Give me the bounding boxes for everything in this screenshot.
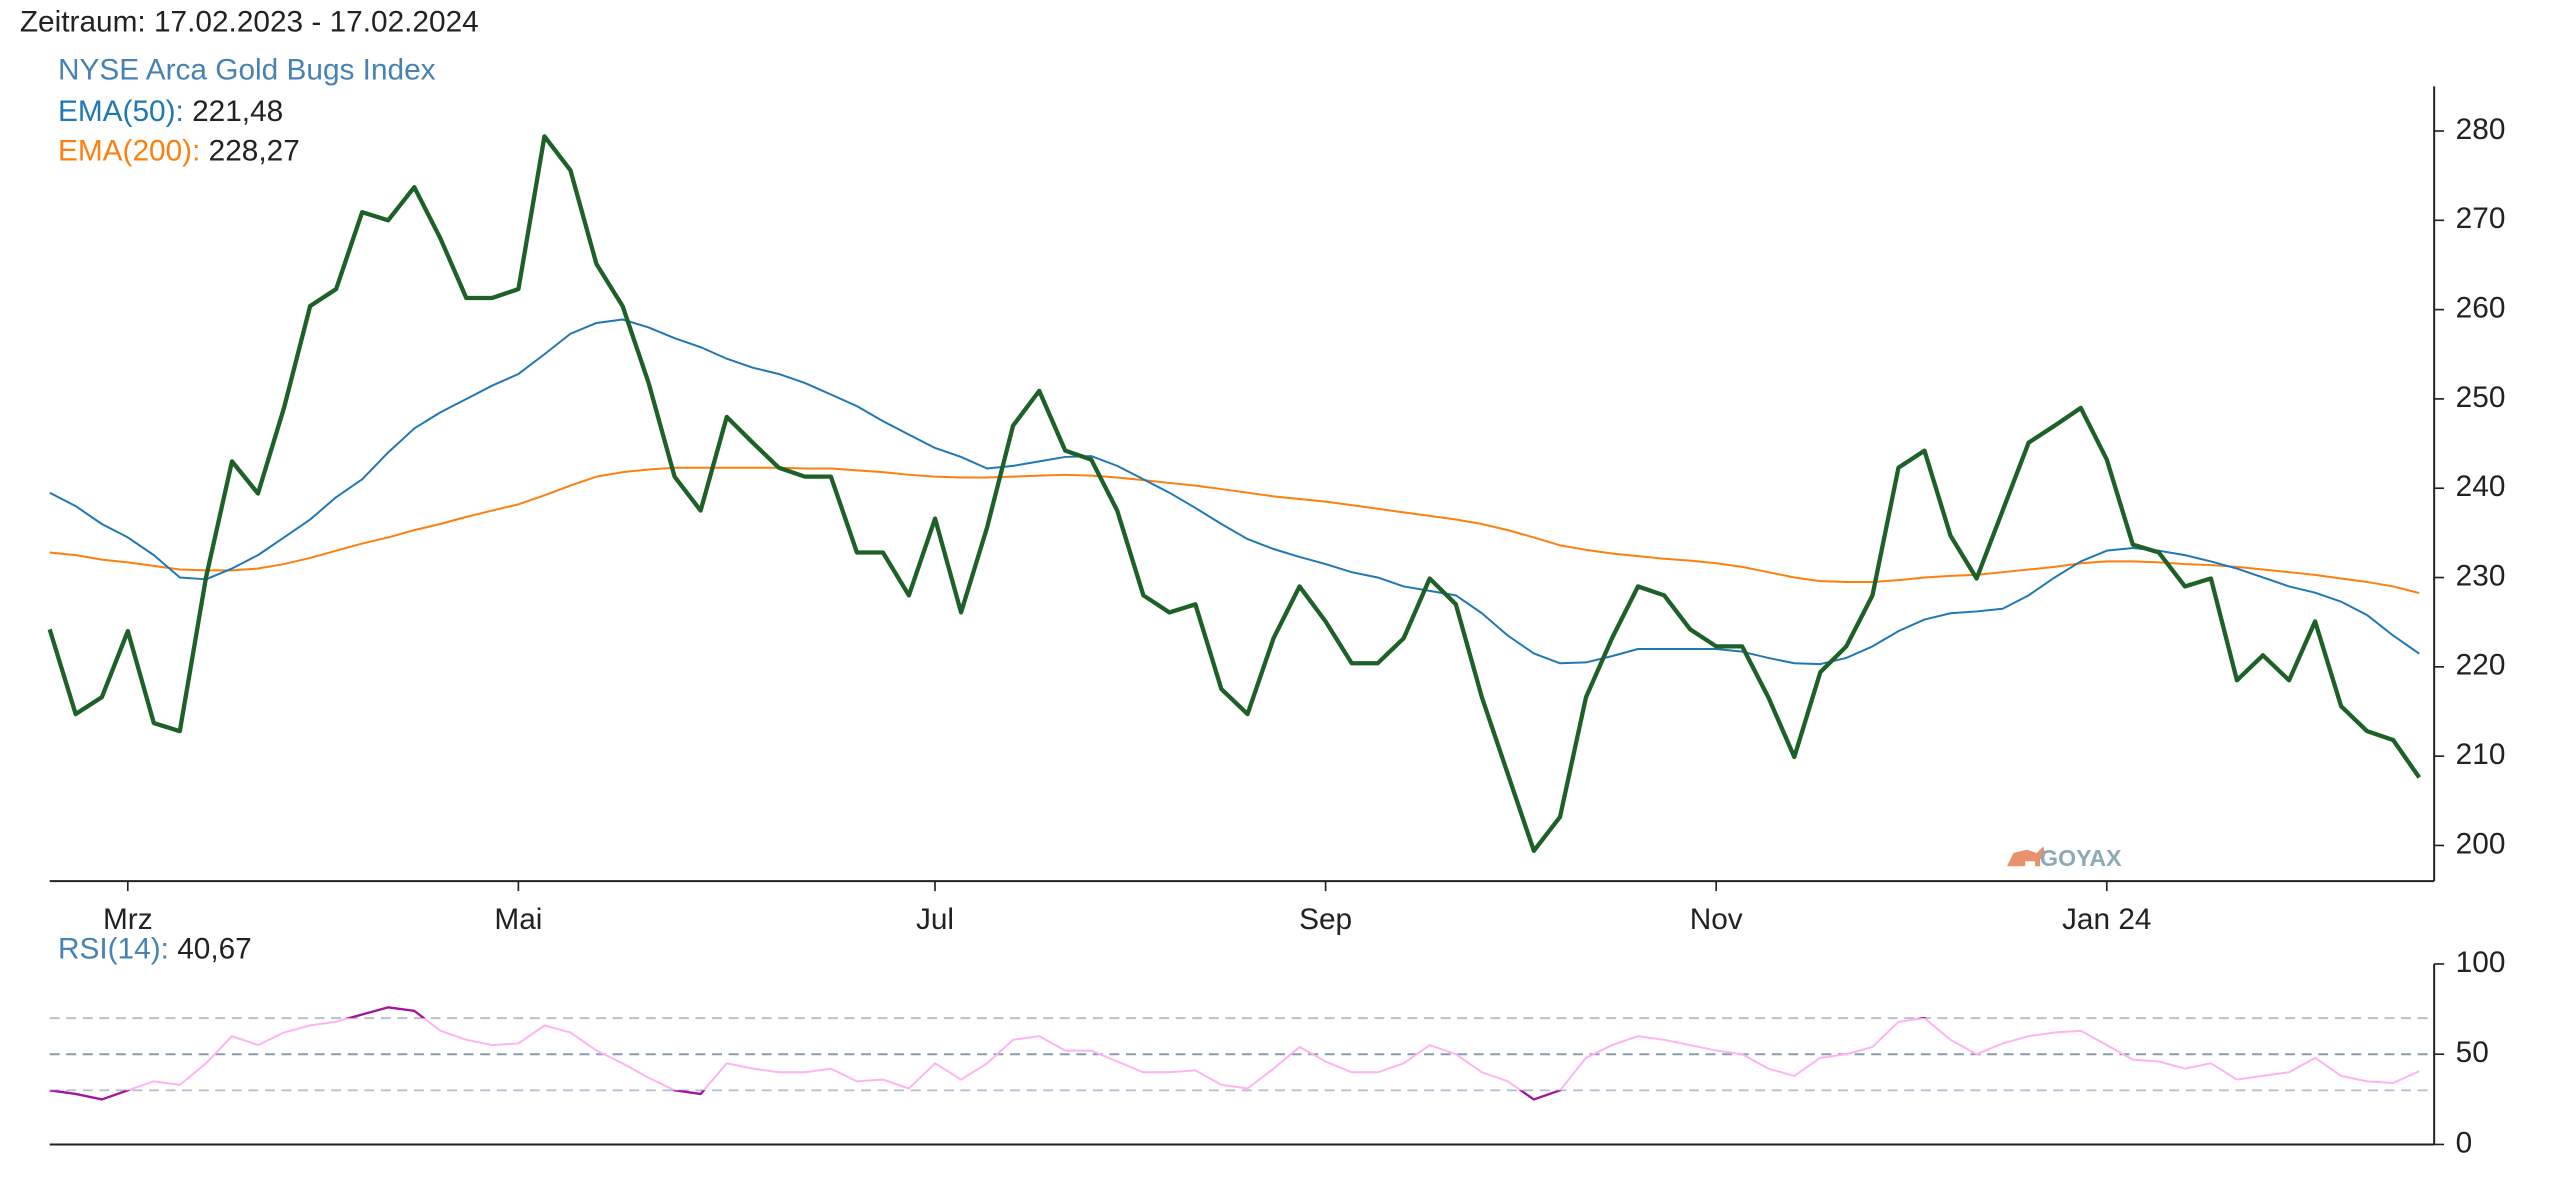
logo-text: GOYAX	[2040, 845, 2122, 871]
y-tick-label: 100	[2456, 946, 2506, 979]
legend-entry: EMA(200): 228,27	[58, 134, 300, 167]
legend-value: 221,48	[192, 95, 283, 128]
y-tick-label: 210	[2456, 738, 2506, 771]
y-tick-label: 50	[2456, 1036, 2489, 1069]
y-tick-label: 200	[2456, 827, 2506, 860]
period-title: Zeitraum: 17.02.2023 - 17.02.2024	[20, 5, 479, 38]
y-tick-label: 260	[2456, 291, 2506, 324]
y-tick-label: 220	[2456, 649, 2506, 682]
watermark: GOYAX	[2006, 845, 2122, 871]
legend-value: 40,67	[177, 933, 252, 966]
legend-label: EMA(200):	[58, 134, 200, 167]
rsi-line	[49, 1006, 2420, 1101]
y-tick-label: 270	[2456, 202, 2506, 235]
x-tick-label: Mrz	[103, 903, 153, 936]
x-tick-label: Jul	[916, 903, 954, 936]
legend-entry: EMA(50): 221,48	[58, 95, 283, 128]
x-tick-label: Mai	[494, 903, 542, 936]
logo-icon	[2006, 846, 2046, 867]
y-tick-label: 250	[2456, 381, 2506, 414]
series-line	[47, 134, 2422, 854]
series-line	[49, 466, 2420, 595]
y-tick-label: 280	[2456, 113, 2506, 146]
legend-label: RSI(14):	[58, 933, 169, 966]
legend-value: 228,27	[209, 134, 300, 167]
legend-label: EMA(50):	[58, 95, 184, 128]
x-tick-label: Sep	[1299, 903, 1352, 936]
legend-entry: NYSE Arca Gold Bugs Index	[58, 53, 436, 86]
legend-entry: RSI(14): 40,67	[58, 933, 252, 966]
y-tick-label: 240	[2456, 470, 2506, 503]
x-tick-label: Nov	[1690, 903, 1743, 936]
x-tick-label: Jan 24	[2062, 903, 2151, 936]
y-tick-label: 230	[2456, 559, 2506, 592]
series-line	[49, 318, 2420, 666]
y-tick-label: 0	[2456, 1126, 2473, 1159]
